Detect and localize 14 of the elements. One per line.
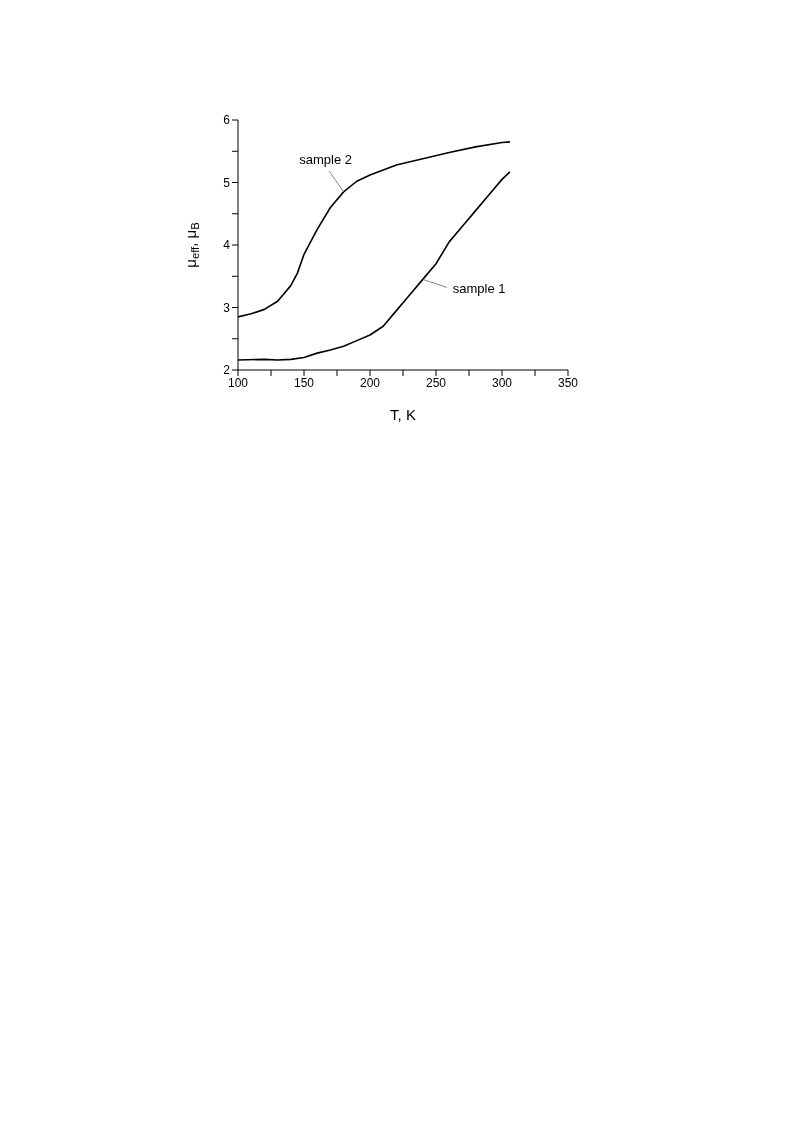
x-tick-label: 300: [491, 375, 513, 390]
y-tick-label: 2: [223, 363, 231, 378]
series-label: sample 2: [299, 151, 352, 167]
y-tick-label: 4: [223, 238, 231, 253]
y-tick-label: 5: [223, 175, 231, 190]
x-tick-label: 100: [227, 375, 249, 390]
x-tick-label: 250: [425, 375, 447, 390]
x-tick-label: 350: [557, 375, 579, 390]
y-tick-label: 6: [223, 113, 231, 128]
series-label: sample 1: [452, 281, 506, 297]
x-tick-label: 150: [293, 375, 315, 390]
x-tick-label: 200: [359, 375, 381, 390]
x-axis-title: T, K: [390, 406, 416, 423]
y-tick-label: 3: [223, 300, 231, 315]
